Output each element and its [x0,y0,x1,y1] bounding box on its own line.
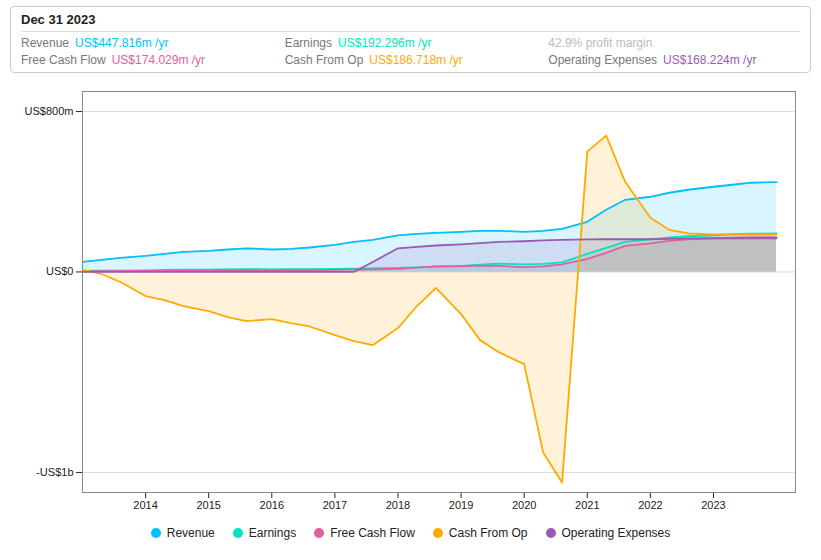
html-text:Operating Expenses: Operating Expenses [548,53,658,67]
html-text:Cash From Op: Cash From Op [284,53,364,67]
svg-text:2019: 2019 [449,499,473,511]
html-text:Revenue: Revenue [166,526,215,540]
svg-text:US$0: US$0 [46,265,74,277]
svg-text:2018: 2018 [386,499,410,511]
svg-text:2023: 2023 [701,499,725,511]
html-text:US$186.718m /yr: US$186.718m /yr [369,53,463,67]
html-text:42.9% profit margin: 42.9% profit margin [548,36,653,50]
html-text:US$447.816m /yr: US$447.816m /yr [75,36,169,50]
svg-text:2015: 2015 [196,499,220,511]
html-text:Dec 31 2023: Dec 31 2023 [21,12,96,27]
html-text:US$168.224m /yr: US$168.224m /yr [663,53,757,67]
html-text:Operating Expenses: Operating Expenses [561,526,671,540]
html-text:Earnings: Earnings [248,526,297,540]
html-text:US$192.296m /yr: US$192.296m /yr [338,36,432,50]
svg-text:2021: 2021 [575,499,599,511]
html-text:Revenue: Revenue [21,36,69,50]
html-text:Earnings: Earnings [284,36,332,50]
html-text:Free Cash Flow: Free Cash Flow [21,53,106,67]
html-text:Cash From Op: Cash From Op [448,526,528,540]
svg-text:2020: 2020 [512,499,536,511]
svg-text:2022: 2022 [638,499,662,511]
svg-text:2014: 2014 [133,499,157,511]
svg-text:US$800m: US$800m [25,105,74,117]
html-text:US$174.029m /yr: US$174.029m /yr [111,53,206,67]
svg-text:-US$1b: -US$1b [36,466,73,478]
svg-text:2016: 2016 [260,499,284,511]
html-text:Free Cash Flow: Free Cash Flow [330,526,415,540]
svg-text:2017: 2017 [323,499,347,511]
